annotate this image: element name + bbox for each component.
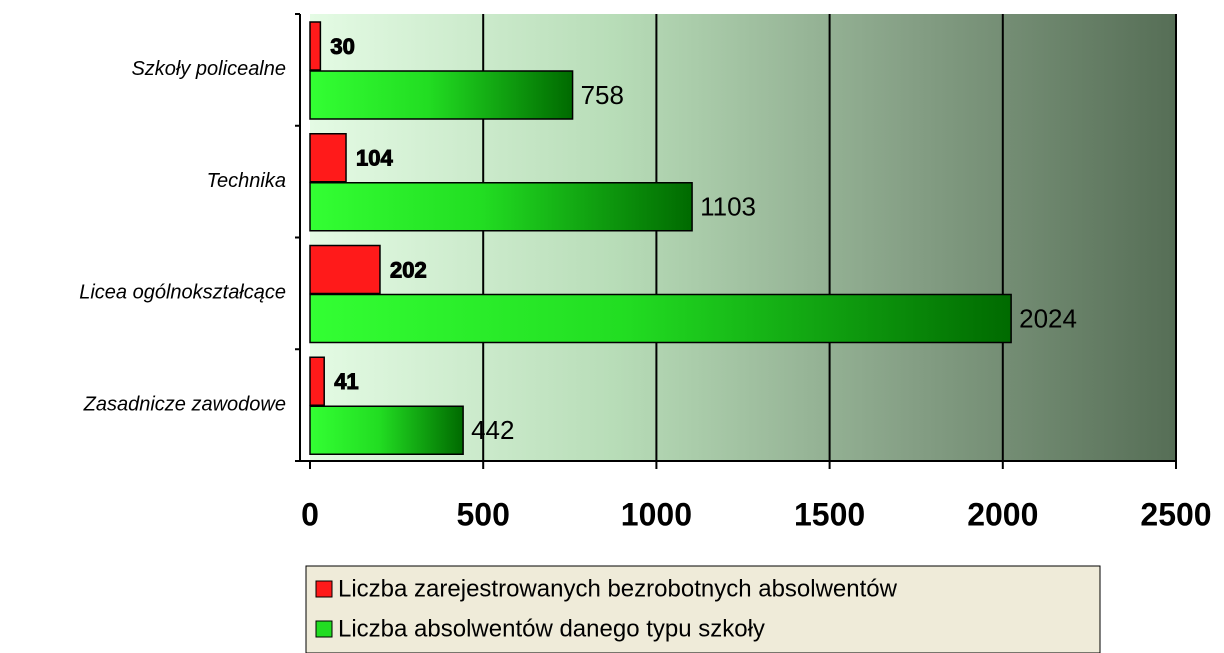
bar bbox=[309, 182, 693, 232]
bar bbox=[309, 70, 574, 120]
legend-box bbox=[305, 565, 1101, 653]
data-label: 442 bbox=[471, 415, 514, 445]
x-tick-label: 1500 bbox=[794, 496, 865, 532]
x-tick-label: 0 bbox=[301, 496, 319, 532]
legend-swatch bbox=[315, 620, 333, 638]
category-label: Technika bbox=[207, 170, 286, 192]
data-label: 202 bbox=[390, 257, 427, 282]
data-label: 30 bbox=[330, 34, 354, 59]
x-tick-label: 2000 bbox=[967, 496, 1038, 532]
category-label: Szkoły policealne bbox=[131, 58, 286, 80]
data-label: 104 bbox=[356, 146, 393, 171]
category-label: Licea ogólnokształcące bbox=[79, 282, 286, 304]
category-label: Zasadnicze zawodowe bbox=[83, 393, 286, 415]
bar bbox=[309, 356, 325, 406]
x-tick-label: 500 bbox=[457, 496, 510, 532]
data-label: 2024 bbox=[1019, 303, 1077, 333]
data-label: 1103 bbox=[700, 192, 756, 222]
legend-label: Liczba absolwentów danego typu szkoły bbox=[338, 615, 765, 642]
bar bbox=[309, 133, 347, 183]
bar bbox=[309, 405, 464, 455]
data-label: 758 bbox=[581, 80, 624, 110]
data-label: 41 bbox=[334, 369, 358, 394]
x-tick-label: 1000 bbox=[621, 496, 692, 532]
legend-swatch bbox=[315, 580, 333, 598]
bar bbox=[309, 21, 322, 71]
bar bbox=[309, 293, 1012, 344]
x-tick-label: 2500 bbox=[1140, 496, 1211, 532]
legend-label: Liczba zarejestrowanych bezrobotnych abs… bbox=[338, 575, 898, 602]
bar bbox=[309, 244, 381, 295]
